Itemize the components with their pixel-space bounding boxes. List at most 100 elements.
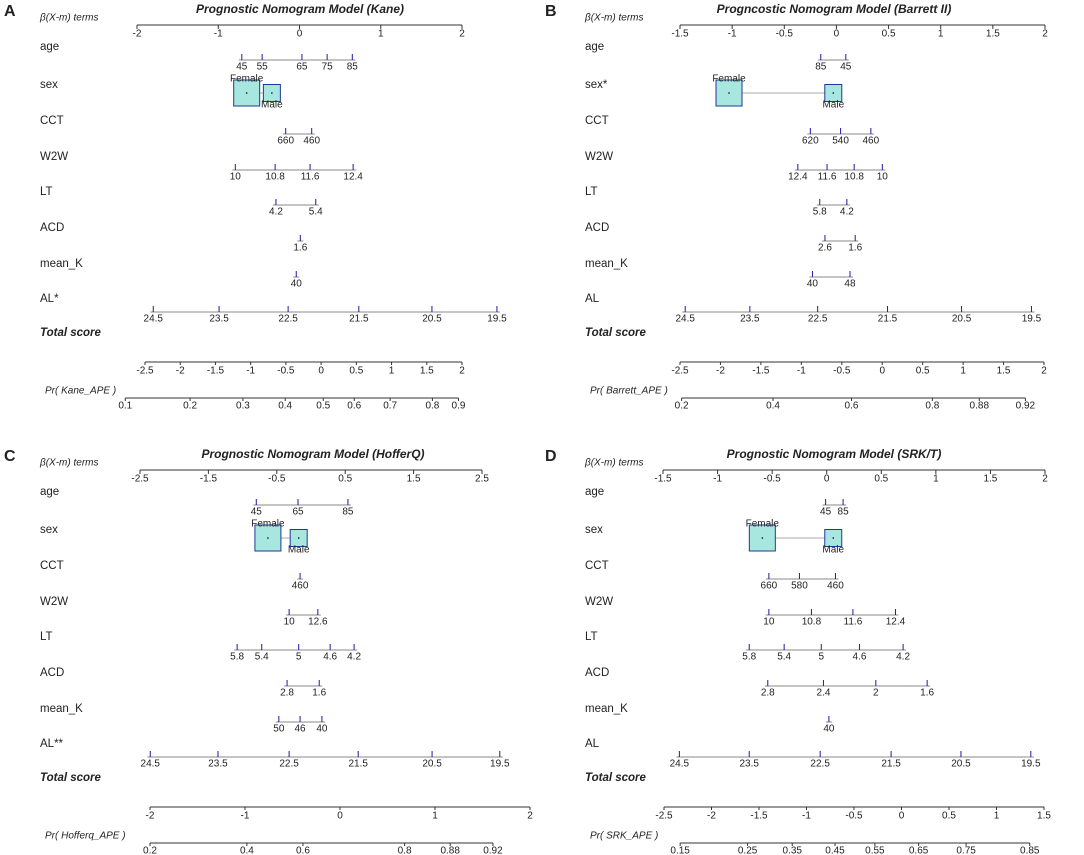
x-tick-label: 1 — [933, 474, 939, 485]
row-label: age — [585, 41, 604, 53]
x-tick-label: -1.5 — [654, 474, 672, 485]
row-label: mean_K — [40, 703, 83, 715]
variable-tick-label: 22.5 — [810, 759, 830, 770]
total-tick-label: -2 — [707, 811, 716, 822]
total-tick-label: 2 — [1041, 366, 1047, 377]
variable-tick-label: 12.4 — [886, 617, 906, 628]
total-tick-label: 0 — [879, 366, 885, 377]
pr-tick-label: 0.65 — [909, 846, 929, 855]
variable-tick-label: 4.2 — [840, 207, 854, 218]
x-tick-label: 2.5 — [475, 474, 489, 485]
x-tick-label: -2.5 — [131, 474, 149, 485]
panel-title: Prognostic Nomogram Model (SRK/T) — [727, 447, 942, 461]
pr-tick-label: 0.4 — [766, 401, 780, 412]
x-tick-label: -0.5 — [268, 474, 286, 485]
variable-tick-label: 460 — [303, 136, 320, 147]
variable-tick-label: 22.5 — [808, 314, 828, 325]
x-tick-label: -1 — [713, 474, 722, 485]
total-tick-label: -2.5 — [671, 366, 689, 377]
total-tick-label: 2 — [459, 366, 465, 377]
variable-tick-label: 40 — [291, 279, 303, 290]
pr-tick-label: 0.92 — [483, 846, 503, 855]
variable-tick-label: 21.5 — [349, 314, 369, 325]
row-label: sex* — [585, 79, 608, 91]
variable-tick-label: 24.5 — [141, 759, 161, 770]
variable-tick-label: 24.5 — [675, 314, 695, 325]
row-label: age — [40, 41, 59, 53]
pr-tick-label: 0.2 — [143, 846, 157, 855]
pr-tick-label: 0.8 — [925, 401, 939, 412]
x-tick-label: -1.5 — [200, 474, 218, 485]
variable-tick-label: 19.5 — [490, 759, 510, 770]
variable-tick-label: 45 — [251, 507, 263, 518]
pr-tick-label: 0.1 — [118, 401, 132, 412]
total-tick-label: -0.5 — [845, 811, 863, 822]
row-label: AL** — [40, 738, 64, 750]
x-tick-label: 0.5 — [882, 29, 896, 40]
variable-tick-label: 5.4 — [255, 652, 269, 663]
variable-tick-label: 45 — [840, 62, 852, 73]
level-dot — [761, 537, 764, 539]
pr-tick-label: 0.15 — [670, 846, 690, 855]
total-tick-label: -2.5 — [136, 366, 154, 377]
variable-tick-label: 40 — [316, 724, 328, 735]
variable-tick-label: 22.5 — [279, 759, 299, 770]
row-label: AL — [585, 738, 600, 750]
variable-tick-label: 65 — [296, 62, 308, 73]
variable-tick-label: 540 — [832, 136, 849, 147]
row-label: mean_K — [585, 703, 628, 715]
variable-tick-label: 4.2 — [269, 207, 283, 218]
row-label: ACD — [585, 222, 609, 234]
x-tick-label: -1 — [214, 29, 223, 40]
x-tick-label: -1.5 — [671, 29, 689, 40]
pr-tick-label: 0.6 — [296, 846, 310, 855]
row-label: CCT — [585, 115, 609, 127]
total-tick-label: 1.5 — [997, 366, 1011, 377]
x-tick-label: 1 — [378, 29, 384, 40]
row-label: W2W — [40, 596, 68, 608]
variable-tick-label: 10.8 — [802, 617, 822, 628]
variable-tick-label: 1.6 — [848, 243, 862, 254]
pr-tick-label: 0.8 — [398, 846, 412, 855]
pr-tick-label: 0.45 — [825, 846, 845, 855]
total-tick-label: -2 — [176, 366, 185, 377]
pr-tick-label: 0.2 — [675, 401, 689, 412]
variable-tick-label: 660 — [761, 581, 778, 592]
variable-tick-label: 10.8 — [844, 172, 864, 183]
axis-label: β(X-m) terms — [584, 458, 643, 469]
variable-tick-label: 2.8 — [280, 688, 294, 699]
variable-tick-label: 5.4 — [309, 207, 323, 218]
total-tick-label: -0.5 — [277, 366, 295, 377]
variable-tick-label: 1.6 — [293, 243, 307, 254]
total-label: Total score — [40, 772, 102, 784]
variable-tick-label: 4.6 — [853, 652, 867, 663]
x-tick-label: -1 — [728, 29, 737, 40]
pr-tick-label: 0.25 — [738, 846, 758, 855]
row-label: CCT — [40, 115, 64, 127]
total-label: Total score — [585, 327, 647, 339]
total-tick-label: -1 — [246, 366, 255, 377]
variable-tick-label: 2.4 — [816, 688, 830, 699]
row-label: CCT — [40, 560, 64, 572]
variable-tick-label: 24.5 — [144, 314, 164, 325]
variable-tick-label: 620 — [802, 136, 819, 147]
level-dot — [832, 92, 835, 94]
total-tick-label: -2 — [146, 811, 155, 822]
total-tick-label: 0.5 — [349, 366, 363, 377]
x-tick-label: 0.5 — [874, 474, 888, 485]
variable-tick-label: 20.5 — [952, 314, 972, 325]
pr-tick-label: 0.5 — [316, 401, 330, 412]
level-dot — [271, 92, 273, 94]
x-tick-label: 1.5 — [986, 29, 1000, 40]
total-tick-label: -1.5 — [207, 366, 225, 377]
variable-tick-label: 1.6 — [920, 688, 934, 699]
variable-tick-label: 20.5 — [422, 759, 442, 770]
variable-tick-label: 50 — [273, 724, 285, 735]
pr-tick-label: 0.4 — [278, 401, 292, 412]
panel-letter: B — [545, 3, 557, 20]
variable-tick-label: 1.6 — [312, 688, 326, 699]
total-label: Total score — [585, 772, 647, 784]
variable-tick-label: 12.4 — [788, 172, 808, 183]
row-label: LT — [40, 631, 53, 643]
variable-tick-label: 5.8 — [742, 652, 756, 663]
